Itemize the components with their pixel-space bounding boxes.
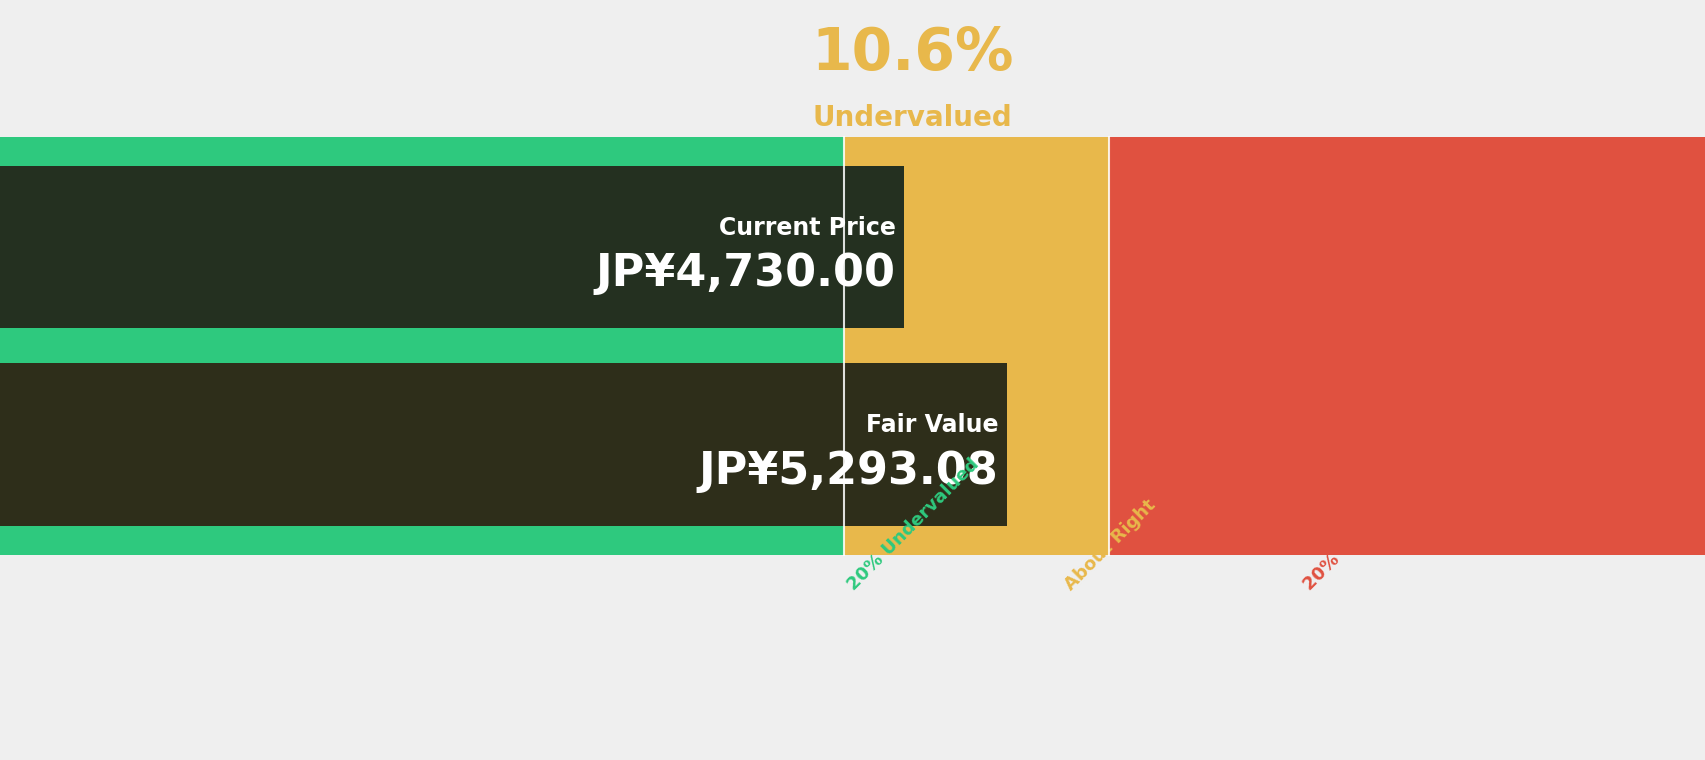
Text: Undervalued: Undervalued: [812, 104, 1013, 131]
Text: Fair Value: Fair Value: [864, 413, 997, 438]
Text: 20% Overvalued: 20% Overvalued: [1299, 464, 1429, 594]
Bar: [0, 363, 1006, 526]
Text: 10.6%: 10.6%: [812, 24, 1013, 81]
Text: About Right: About Right: [1061, 496, 1158, 594]
Text: 20% Undervalued: 20% Undervalued: [844, 455, 982, 594]
Bar: [0, 137, 844, 555]
Bar: [844, 137, 1108, 555]
Text: JP¥5,293.08: JP¥5,293.08: [697, 450, 997, 492]
Text: JP¥4,730.00: JP¥4,730.00: [595, 252, 895, 295]
Bar: [1108, 137, 1705, 555]
Bar: [0, 166, 904, 328]
Text: Current Price: Current Price: [718, 216, 895, 240]
